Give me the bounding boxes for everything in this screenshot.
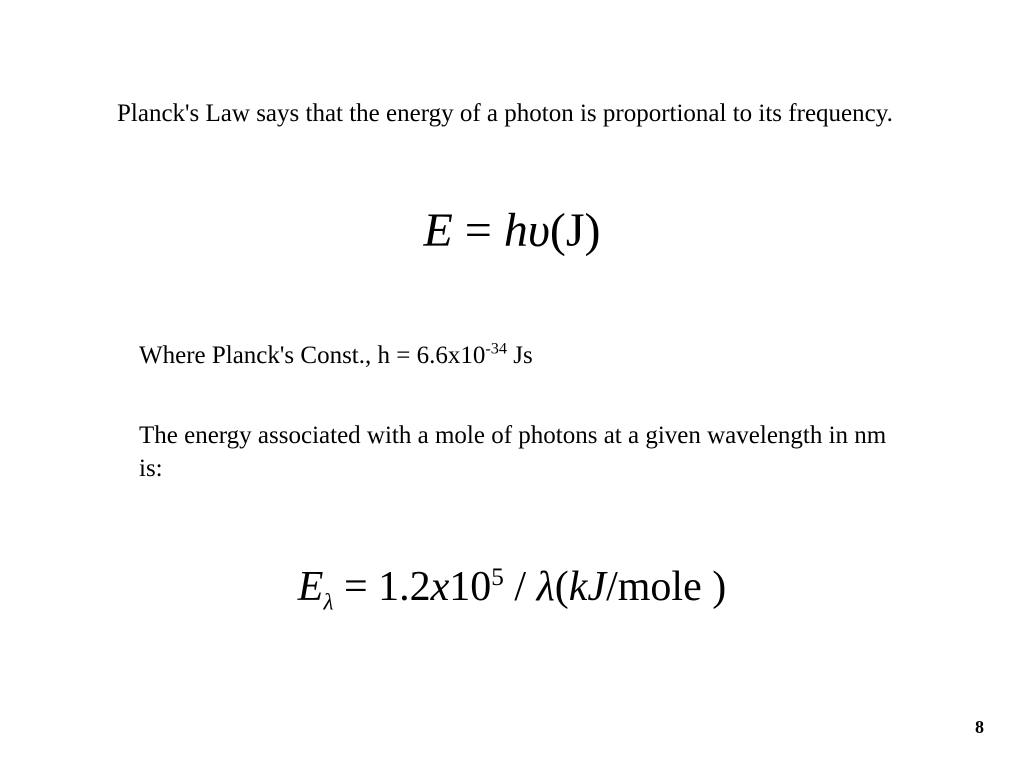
- eq1-h: h: [504, 204, 528, 257]
- eq2-kJ: kJ: [569, 564, 606, 610]
- eq1-unit: (J): [550, 204, 601, 257]
- eq1-E: E: [423, 204, 452, 257]
- equation-planck: E = hυ(J): [0, 200, 1024, 262]
- eq2-exp5: 5: [491, 564, 504, 591]
- where-prefix: Where Planck's Const., h = 6.6x10: [139, 342, 485, 369]
- eq2-lambda: λ: [537, 564, 555, 610]
- eq2-sub-lambda: λ: [323, 588, 333, 614]
- body-paragraph-2: The energy associated with a mole of pho…: [139, 420, 899, 485]
- body2-text: The energy associated with a mole of pho…: [139, 422, 886, 482]
- eq2-E: E: [298, 564, 324, 610]
- eq2-permole: /mole: [606, 564, 702, 610]
- eq2-close: ): [702, 564, 727, 610]
- equation-mole-energy: Eλ = 1.2x105 / λ(kJ/mole ): [0, 560, 1024, 615]
- eq2-open: (: [555, 564, 569, 610]
- intro-text: Planck's Law says that the energy of a p…: [117, 100, 893, 127]
- eq1-equals: =: [453, 204, 504, 257]
- slide: Planck's Law says that the energy of a p…: [0, 0, 1024, 768]
- eq2-x: x: [431, 564, 450, 610]
- page-number: 8: [975, 717, 984, 738]
- eq2-slash: /: [504, 564, 537, 610]
- eq1-nu: υ: [528, 204, 550, 257]
- eq2-eqpart: = 1.2: [333, 564, 430, 610]
- where-exponent: -34: [485, 340, 507, 358]
- intro-paragraph: Planck's Law says that the energy of a p…: [117, 98, 897, 131]
- eq2-ten: 10: [449, 564, 491, 610]
- where-line: Where Planck's Const., h = 6.6x10-34 Js: [139, 340, 899, 373]
- where-suffix: Js: [507, 342, 533, 369]
